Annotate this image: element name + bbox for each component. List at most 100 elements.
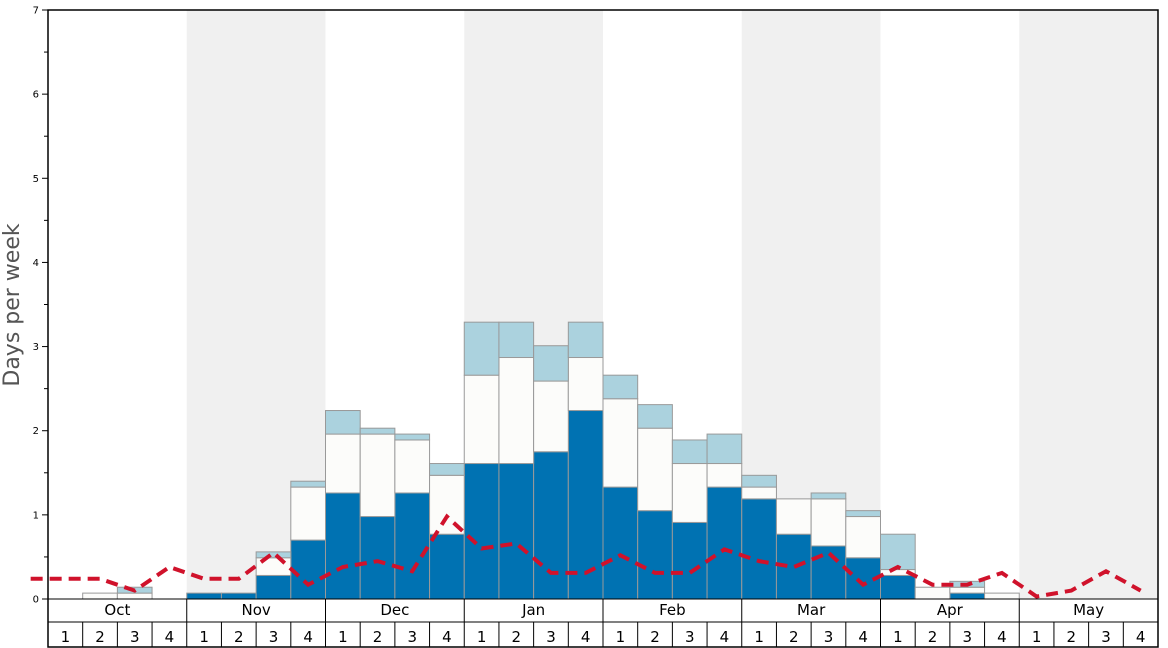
week-label: 2 xyxy=(512,628,522,646)
bar-dark-week-14 xyxy=(498,463,535,600)
bar-light-week-11 xyxy=(394,433,431,441)
month-label-mar: Mar xyxy=(797,601,826,619)
bar-white-week-23 xyxy=(810,498,847,547)
month-label-dec: Dec xyxy=(380,601,409,619)
bar-light-week-7 xyxy=(255,551,292,559)
bar-white-week-24 xyxy=(845,516,881,559)
bar-light-week-16 xyxy=(567,321,604,359)
y-tick-label: 5 xyxy=(33,174,39,185)
week-label: 1 xyxy=(1032,628,1042,646)
bar-dark-week-23 xyxy=(810,545,847,600)
average-line-layer xyxy=(30,513,1142,599)
bar-light-week-14 xyxy=(498,321,535,359)
bar-light-week-19 xyxy=(671,439,708,465)
bar-white-week-17 xyxy=(602,398,639,488)
bar-white-week-20 xyxy=(706,463,743,488)
bar-white-week-21 xyxy=(741,486,777,500)
bar-light-week-13 xyxy=(463,321,500,376)
bar-dark-week-17 xyxy=(602,486,639,600)
week-label: 1 xyxy=(893,628,903,646)
bar-light-week-18 xyxy=(637,404,673,429)
week-label: 2 xyxy=(1067,628,1077,646)
week-label: 2 xyxy=(928,628,938,646)
week-label: 3 xyxy=(546,628,556,646)
y-tick-label: 0 xyxy=(33,595,39,606)
bar-dark-week-18 xyxy=(637,510,673,600)
week-label: 3 xyxy=(1101,628,1111,646)
average-line xyxy=(30,513,1142,599)
month-label-may: May xyxy=(1073,601,1104,619)
y-tick-label: 1 xyxy=(33,510,39,521)
bar-white-week-9 xyxy=(325,433,361,494)
axes: 0 1 2 3 4 5 6 7 Oct Nov Dec Jan Feb Mar Apr May 1 2 3 4 1 2 3 4… xyxy=(33,6,1159,648)
bar-dark-week-13 xyxy=(463,463,500,600)
bar-dark-week-15 xyxy=(533,451,569,600)
week-label: 4 xyxy=(997,628,1007,646)
week-label: 2 xyxy=(373,628,383,646)
bar-light-week-21 xyxy=(741,474,777,488)
bar-white-week-13 xyxy=(463,374,500,465)
week-label: 1 xyxy=(338,628,348,646)
bar-white-week-12 xyxy=(429,474,465,535)
y-tick-label: 6 xyxy=(33,90,39,101)
week-label: 3 xyxy=(685,628,695,646)
bar-dark-week-19 xyxy=(671,521,708,600)
bar-light-week-8 xyxy=(290,480,326,488)
bar-dark-week-6 xyxy=(220,592,257,600)
week-label: 1 xyxy=(199,628,209,646)
bar-dark-week-25 xyxy=(880,574,916,600)
month-label-feb: Feb xyxy=(659,601,686,619)
bar-light-week-23 xyxy=(810,492,847,500)
bar-dark-week-8 xyxy=(290,539,326,600)
month-label-oct: Oct xyxy=(104,601,130,619)
week-label: 3 xyxy=(130,628,140,646)
bar-light-week-15 xyxy=(533,345,569,382)
bar-dark-week-7 xyxy=(255,574,292,600)
week-label: 2 xyxy=(95,628,105,646)
bar-dark-week-12 xyxy=(429,533,465,600)
week-label: 4 xyxy=(165,628,175,646)
month-label-jan: Jan xyxy=(521,601,545,619)
week-label: 1 xyxy=(477,628,487,646)
bar-white-week-3 xyxy=(116,592,153,600)
bar-white-week-19 xyxy=(671,463,708,523)
bar-dark-week-5 xyxy=(186,592,222,600)
bar-white-week-16 xyxy=(567,357,604,412)
month-shade-may xyxy=(1019,10,1158,599)
bar-white-week-8 xyxy=(290,486,326,541)
bar-dark-week-21 xyxy=(741,498,777,600)
week-label: 3 xyxy=(824,628,834,646)
week-label: 2 xyxy=(650,628,660,646)
week-label: 2 xyxy=(789,628,799,646)
bar-white-week-14 xyxy=(498,357,535,465)
bar-white-week-26 xyxy=(914,586,951,600)
bar-light-week-17 xyxy=(602,374,639,400)
week-label: 4 xyxy=(720,628,730,646)
y-tick-label: 3 xyxy=(33,342,39,353)
week-label: 2 xyxy=(234,628,244,646)
bar-light-week-10 xyxy=(359,427,396,435)
bar-white-week-27 xyxy=(949,586,986,594)
bar-white-week-11 xyxy=(394,439,431,494)
week-label: 3 xyxy=(269,628,279,646)
week-label: 4 xyxy=(581,628,591,646)
bar-white-week-2 xyxy=(82,592,118,600)
bar-white-week-22 xyxy=(775,498,812,535)
y-axis-title: Days per week xyxy=(0,223,25,386)
bar-dark-week-9 xyxy=(325,492,361,600)
week-label: 4 xyxy=(1136,628,1146,646)
bars xyxy=(82,321,1020,600)
month-shading xyxy=(186,10,1158,599)
y-tick-label: 2 xyxy=(33,426,39,437)
week-label: 1 xyxy=(61,628,71,646)
bar-light-week-20 xyxy=(706,433,743,465)
week-label: 3 xyxy=(962,628,972,646)
bar-white-week-10 xyxy=(359,433,396,518)
bar-light-week-25 xyxy=(880,533,916,571)
week-label: 3 xyxy=(407,628,417,646)
bar-light-week-12 xyxy=(429,463,465,476)
y-tick-label: 7 xyxy=(33,6,39,17)
week-label: 4 xyxy=(303,628,313,646)
bar-light-week-24 xyxy=(845,510,881,518)
